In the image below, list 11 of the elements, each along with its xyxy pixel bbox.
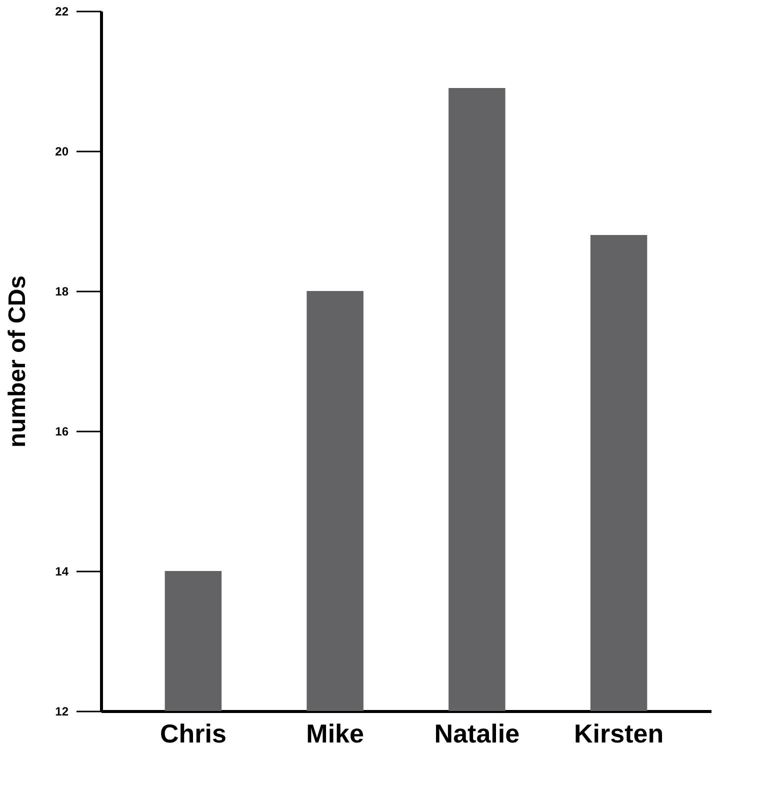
y-tick-label: 12 <box>55 704 69 718</box>
x-tick-label: Mike <box>306 718 364 748</box>
y-tick-label: 18 <box>55 284 69 298</box>
y-tick-label: 16 <box>55 424 69 438</box>
y-axis-title: number of CDs <box>4 275 32 448</box>
x-tick-label: Natalie <box>434 718 520 748</box>
y-tick-label: 22 <box>55 4 69 18</box>
x-tick-label: Chris <box>160 718 226 748</box>
x-tick-label: Kirsten <box>574 718 664 748</box>
y-tick-label: 14 <box>55 564 69 578</box>
y-tick-label: 20 <box>55 144 69 158</box>
